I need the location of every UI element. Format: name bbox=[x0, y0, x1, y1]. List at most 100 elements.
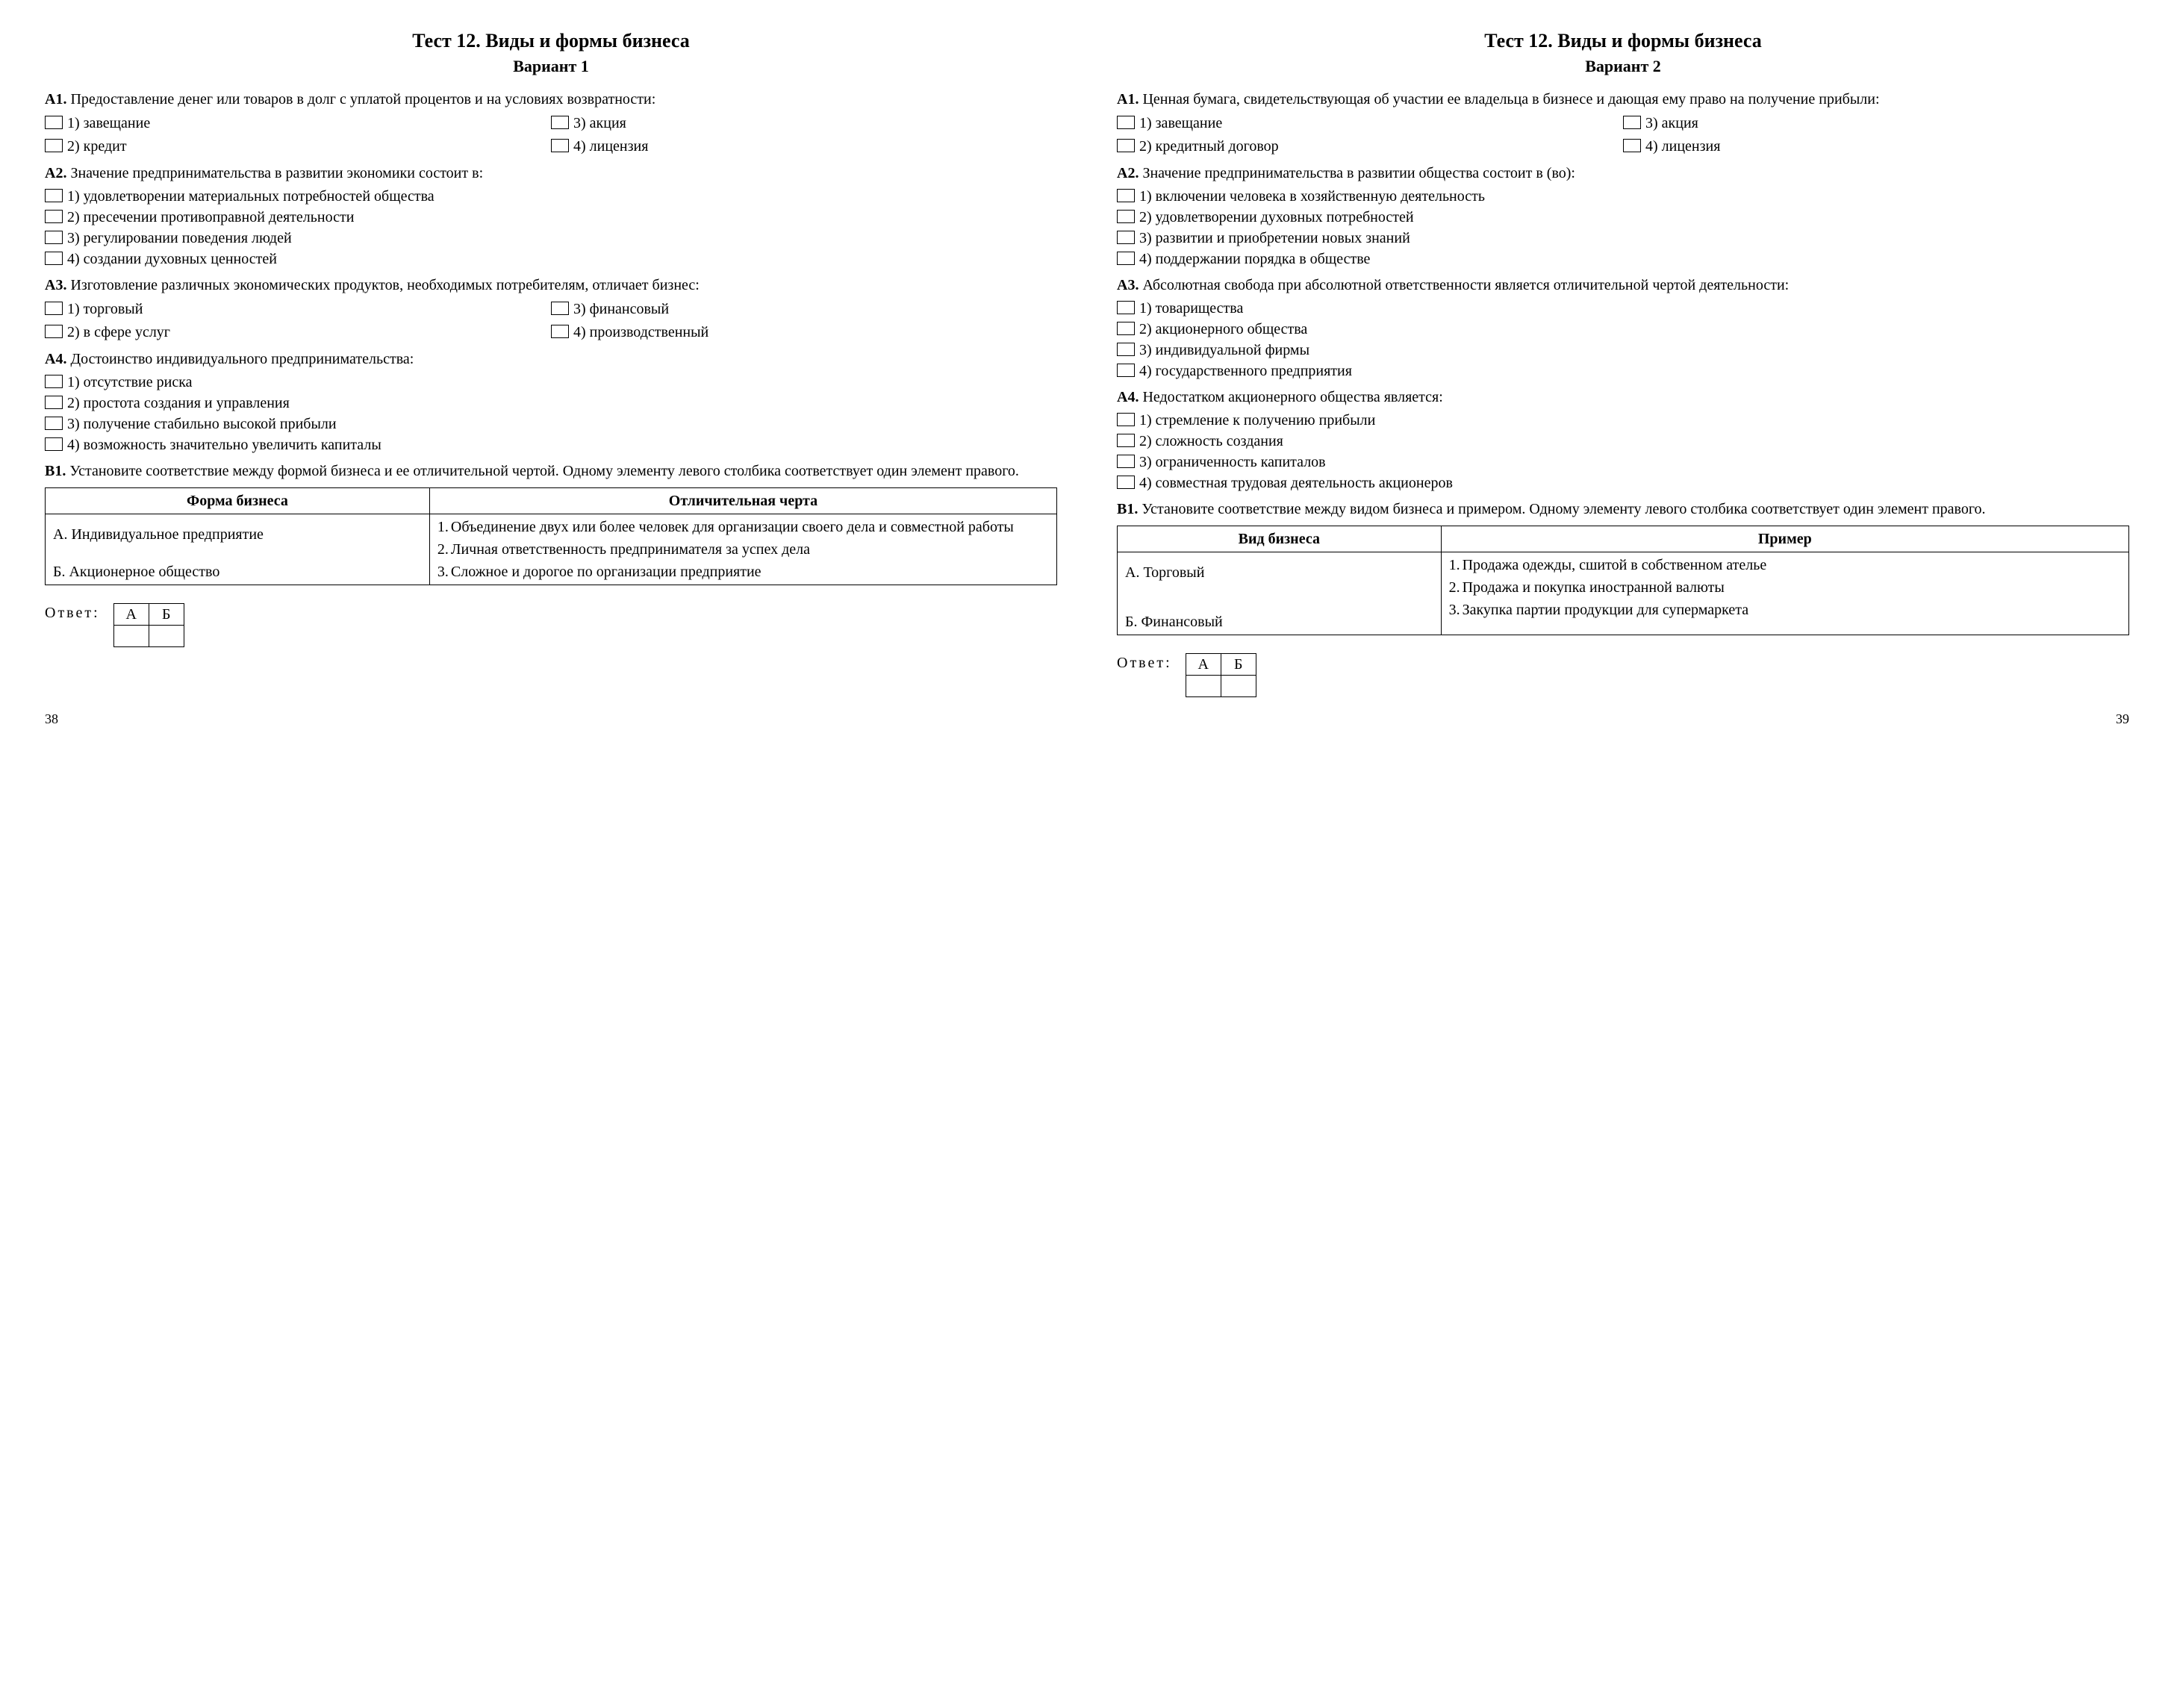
option-text: 2) в сфере услуг bbox=[67, 322, 170, 343]
q-label: А4. bbox=[45, 351, 66, 367]
option: 4) создании духовных ценностей bbox=[45, 249, 1057, 269]
q-a3-left: А3. Изготовление различных экономических… bbox=[45, 275, 1057, 296]
match-left-cell: А. Торговый Б. Финансовый bbox=[1118, 552, 1442, 635]
title-right: Тест 12. Виды и формы бизнеса bbox=[1117, 30, 2129, 52]
option: 2) кредит bbox=[45, 137, 551, 157]
page-number-left: 38 bbox=[45, 711, 58, 727]
answer-col-b: Б bbox=[149, 604, 184, 626]
checkbox[interactable] bbox=[1117, 301, 1135, 314]
answer-table-right: АБ bbox=[1186, 653, 1256, 697]
option: 3) финансовый bbox=[551, 299, 1057, 320]
option: 3) акция bbox=[1623, 113, 2129, 134]
checkbox[interactable] bbox=[45, 116, 63, 129]
checkbox[interactable] bbox=[1117, 434, 1135, 447]
checkbox[interactable] bbox=[1117, 322, 1135, 335]
q-b1-left: В1. Установите соответствие между формой… bbox=[45, 461, 1057, 481]
checkbox[interactable] bbox=[1623, 139, 1641, 152]
q-text: Изготовление различных экономических про… bbox=[70, 277, 699, 293]
checkbox[interactable] bbox=[45, 302, 63, 315]
option-text: 4) совместная трудовая деятельность акци… bbox=[1139, 473, 1453, 493]
option-text: 3) акция bbox=[573, 113, 626, 134]
checkbox[interactable] bbox=[45, 252, 63, 265]
option-text: 1) завещание bbox=[1139, 113, 1222, 134]
option-text: 2) акционерного общества bbox=[1139, 320, 1307, 340]
option-text: 1) товарищества bbox=[1139, 299, 1243, 319]
q-text: Значение предпринимательства в развитии … bbox=[1142, 165, 1575, 181]
option-text: 3) индивидуальной фирмы bbox=[1139, 340, 1309, 361]
checkbox[interactable] bbox=[45, 210, 63, 223]
checkbox[interactable] bbox=[45, 375, 63, 388]
a1-options-right: 1) завещание 3) акция 2) кредитный догов… bbox=[1117, 113, 2129, 158]
checkbox[interactable] bbox=[1117, 116, 1135, 129]
checkbox[interactable] bbox=[1117, 139, 1135, 152]
checkbox[interactable] bbox=[45, 437, 63, 451]
title-left: Тест 12. Виды и формы бизнеса bbox=[45, 30, 1057, 52]
match-right-3: Сложное и дорогое по организации предпри… bbox=[451, 562, 761, 582]
a1-options-left: 1) завещание 3) акция 2) кредит 4) лицен… bbox=[45, 113, 1057, 158]
option: 1) удовлетворении материальных потребнос… bbox=[45, 187, 1057, 207]
checkbox[interactable] bbox=[1117, 413, 1135, 426]
checkbox[interactable] bbox=[45, 231, 63, 244]
checkbox[interactable] bbox=[1117, 455, 1135, 468]
q-text: Значение предпринимательства в развитии … bbox=[70, 165, 483, 181]
q-text: Недостатком акционерного общества являет… bbox=[1142, 389, 1442, 405]
match-col1: Форма бизнеса bbox=[46, 488, 430, 514]
checkbox[interactable] bbox=[551, 325, 569, 338]
checkbox[interactable] bbox=[45, 189, 63, 202]
option: 4) лицензия bbox=[551, 137, 1057, 157]
option: 1) завещание bbox=[1117, 113, 1623, 134]
checkbox[interactable] bbox=[551, 302, 569, 315]
answer-block-right: Ответ: АБ bbox=[1117, 653, 2129, 697]
option: 2) акционерного общества bbox=[1117, 320, 2129, 340]
match-right-cell: 1.Объединение двух или более человек для… bbox=[429, 514, 1056, 585]
q-text: Достоинство индивидуального предпринимат… bbox=[70, 351, 414, 367]
checkbox[interactable] bbox=[551, 116, 569, 129]
option-text: 2) пресечении противоправной деятельност… bbox=[67, 208, 354, 228]
option: 3) регулировании поведения людей bbox=[45, 228, 1057, 249]
option: 4) производственный bbox=[551, 322, 1057, 343]
option: 4) поддержании порядка в обществе bbox=[1117, 249, 2129, 269]
a3-options-left: 1) торговый 3) финансовый 2) в сфере усл… bbox=[45, 299, 1057, 343]
checkbox[interactable] bbox=[45, 396, 63, 409]
option: 2) простота создания и управления bbox=[45, 393, 1057, 414]
checkbox[interactable] bbox=[1117, 231, 1135, 244]
checkbox[interactable] bbox=[45, 139, 63, 152]
answer-cell[interactable] bbox=[149, 626, 184, 647]
option: 3) развитии и приобретении новых знаний bbox=[1117, 228, 2129, 249]
option: 4) возможность значительно увеличить кап… bbox=[45, 435, 1057, 455]
checkbox[interactable] bbox=[1117, 343, 1135, 356]
q-label: А2. bbox=[45, 165, 66, 181]
option-text: 2) кредит bbox=[67, 137, 127, 157]
answer-cell[interactable] bbox=[113, 626, 149, 647]
answer-cell[interactable] bbox=[1221, 676, 1256, 697]
checkbox[interactable] bbox=[1117, 364, 1135, 377]
checkbox[interactable] bbox=[1117, 210, 1135, 223]
checkbox[interactable] bbox=[1623, 116, 1641, 129]
answer-block-left: Ответ: АБ bbox=[45, 603, 1057, 647]
option: 1) отсутствие риска bbox=[45, 373, 1057, 393]
q-a2-left: А2. Значение предпринимательства в разви… bbox=[45, 163, 1057, 184]
answer-cell[interactable] bbox=[1186, 676, 1221, 697]
checkbox[interactable] bbox=[551, 139, 569, 152]
option-text: 3) регулировании поведения людей bbox=[67, 228, 292, 249]
checkbox[interactable] bbox=[45, 417, 63, 430]
option-text: 4) лицензия bbox=[1645, 137, 1720, 157]
option-text: 4) создании духовных ценностей bbox=[67, 249, 277, 269]
answer-col-b: Б bbox=[1221, 654, 1256, 676]
option-text: 4) лицензия bbox=[573, 137, 648, 157]
option-text: 2) сложность создания bbox=[1139, 431, 1283, 452]
q-text: Предоставление денег или товаров в долг … bbox=[70, 91, 655, 107]
match-num: 3. bbox=[437, 562, 451, 582]
answer-table-left: АБ bbox=[113, 603, 184, 647]
checkbox[interactable] bbox=[45, 325, 63, 338]
option-text: 1) завещание bbox=[67, 113, 150, 134]
checkbox[interactable] bbox=[1117, 189, 1135, 202]
q-a1-left: А1. Предоставление денег или товаров в д… bbox=[45, 90, 1057, 110]
checkbox[interactable] bbox=[1117, 252, 1135, 265]
match-right-2: Личная ответственность предпринимателя з… bbox=[451, 540, 810, 559]
match-num: 3. bbox=[1449, 600, 1463, 620]
q-text: Абсолютная свобода при абсолютной ответс… bbox=[1142, 277, 1789, 293]
option-text: 3) получение стабильно высокой прибыли bbox=[67, 414, 337, 434]
match-right-3: Закупка партии продукции для супермаркет… bbox=[1463, 600, 1749, 620]
checkbox[interactable] bbox=[1117, 476, 1135, 489]
